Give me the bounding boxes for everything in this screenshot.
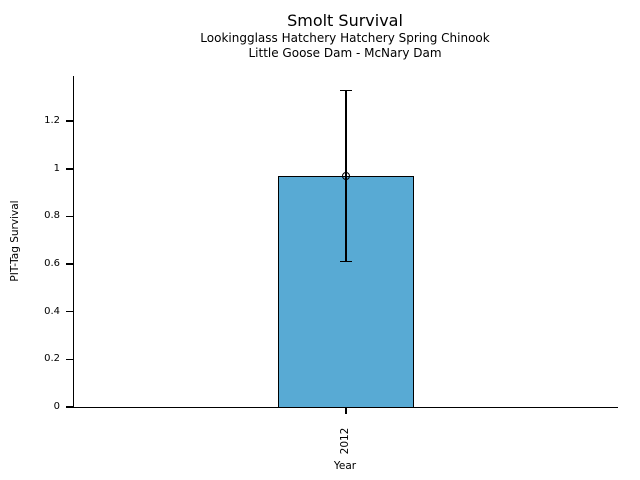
y-tick-label: 0.4 — [44, 305, 60, 317]
y-tick-mark — [66, 215, 73, 218]
y-tick-label: 1 — [53, 162, 60, 174]
y-axis-label: PIT-Tag Survival — [9, 200, 21, 282]
chart-subtitle-line1: Lookingglass Hatchery Hatchery Spring Ch… — [200, 31, 490, 45]
y-tick-mark — [66, 358, 73, 361]
plot-area: 0 0.2 0.4 0.6 0.8 1 1.2 — [44, 76, 618, 414]
y-tick-label: 1.2 — [44, 115, 60, 127]
error-bar-cap-top — [340, 89, 352, 92]
y-tick-mark — [66, 406, 73, 408]
y-tick-label: 0.2 — [44, 353, 60, 365]
point-marker — [342, 172, 350, 180]
error-bar-cap-bottom — [340, 260, 352, 263]
chart-title: Smolt Survival — [287, 11, 403, 30]
x-axis-label: Year — [333, 460, 357, 472]
y-tick-label: 0 — [53, 401, 60, 412]
y-tick-label: 0.8 — [44, 210, 60, 222]
y-tick-mark — [66, 120, 73, 122]
y-tick-mark — [66, 263, 73, 265]
x-tick-mark — [345, 407, 347, 414]
y-tick-label: 0.6 — [44, 258, 60, 270]
chart-subtitle-line2: Little Goose Dam - McNary Dam — [248, 46, 442, 60]
x-tick-label: 2012 — [339, 427, 351, 455]
y-tick-mark — [66, 310, 73, 313]
y-tick-mark — [66, 168, 73, 170]
